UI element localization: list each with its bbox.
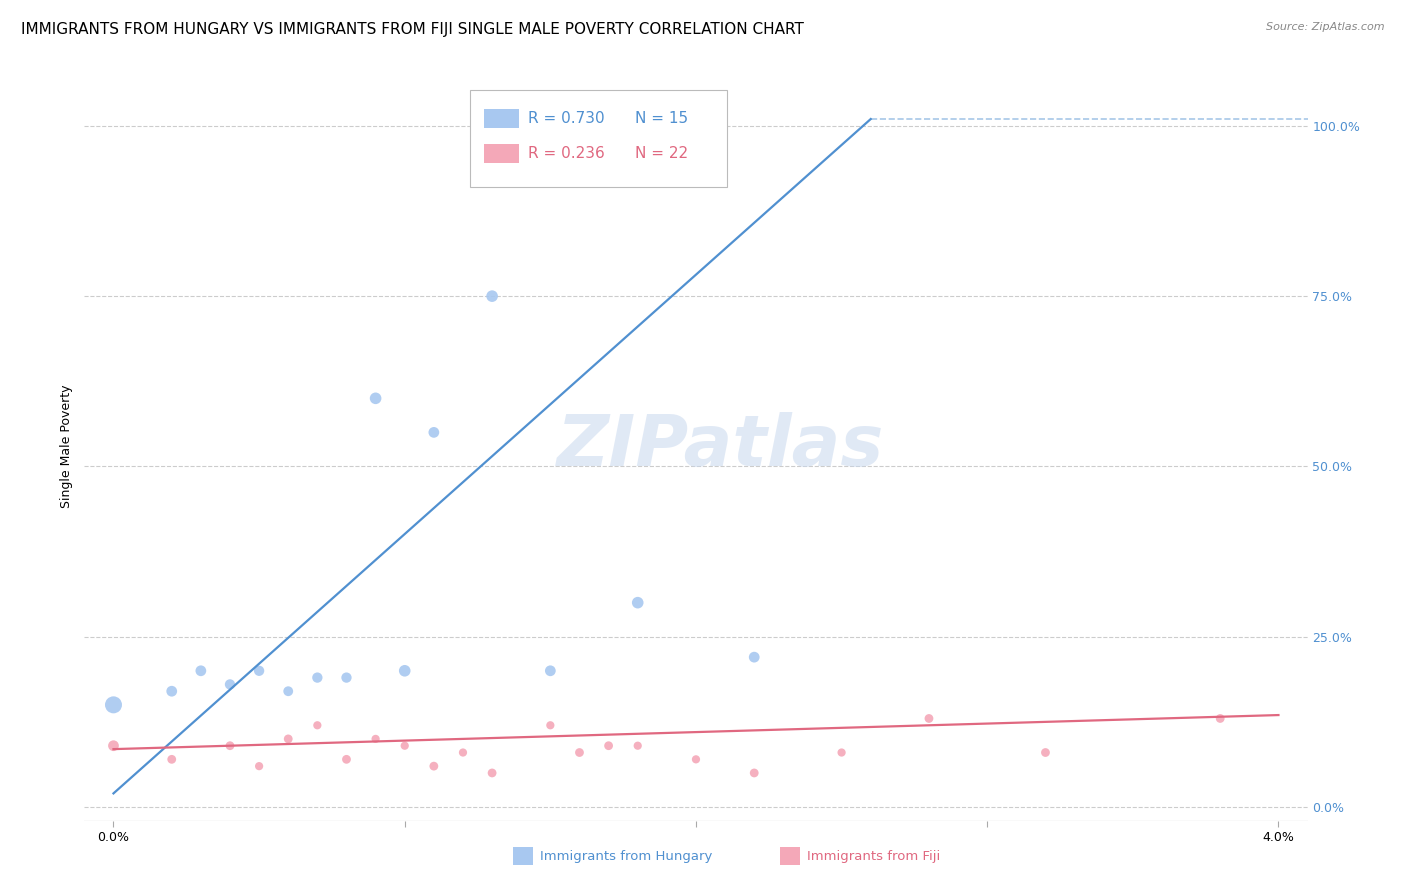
Text: Source: ZipAtlas.com: Source: ZipAtlas.com [1267,22,1385,32]
Point [423,759,446,773]
Point [481,289,503,303]
Point [1209,711,1232,725]
Point [103,739,125,753]
Text: Immigrants from Fiji: Immigrants from Fiji [807,850,941,863]
Text: IMMIGRANTS FROM HUNGARY VS IMMIGRANTS FROM FIJI SINGLE MALE POVERTY CORRELATION : IMMIGRANTS FROM HUNGARY VS IMMIGRANTS FR… [21,22,804,37]
Point [627,739,650,753]
Point [394,664,416,678]
Point [451,746,474,760]
FancyBboxPatch shape [484,109,519,128]
Point [277,731,299,746]
Point [538,664,561,678]
Point [103,698,125,712]
Point [831,746,853,760]
FancyBboxPatch shape [484,145,519,163]
Text: R = 0.236: R = 0.236 [529,146,605,161]
Text: R = 0.730: R = 0.730 [529,112,605,126]
Point [277,684,299,698]
Point [160,684,183,698]
Point [394,739,416,753]
Point [160,752,183,766]
Point [335,752,357,766]
Point [742,766,765,780]
Text: N = 22: N = 22 [636,146,688,161]
Point [481,766,503,780]
Point [335,671,357,685]
Point [627,596,650,610]
Text: Immigrants from Hungary: Immigrants from Hungary [540,850,713,863]
Point [538,718,561,732]
Point [568,746,591,760]
Point [423,425,446,440]
Point [918,711,941,725]
Text: ZIPatlas: ZIPatlas [557,411,884,481]
Point [685,752,707,766]
Point [247,759,270,773]
Point [1035,746,1057,760]
Point [364,731,387,746]
Point [307,671,329,685]
Point [219,739,242,753]
Y-axis label: Single Male Poverty: Single Male Poverty [59,384,73,508]
Text: N = 15: N = 15 [636,112,688,126]
Point [598,739,620,753]
Point [247,664,270,678]
Point [742,650,765,665]
Point [364,392,387,406]
Point [190,664,212,678]
Point [307,718,329,732]
FancyBboxPatch shape [470,90,727,187]
Point [219,677,242,691]
